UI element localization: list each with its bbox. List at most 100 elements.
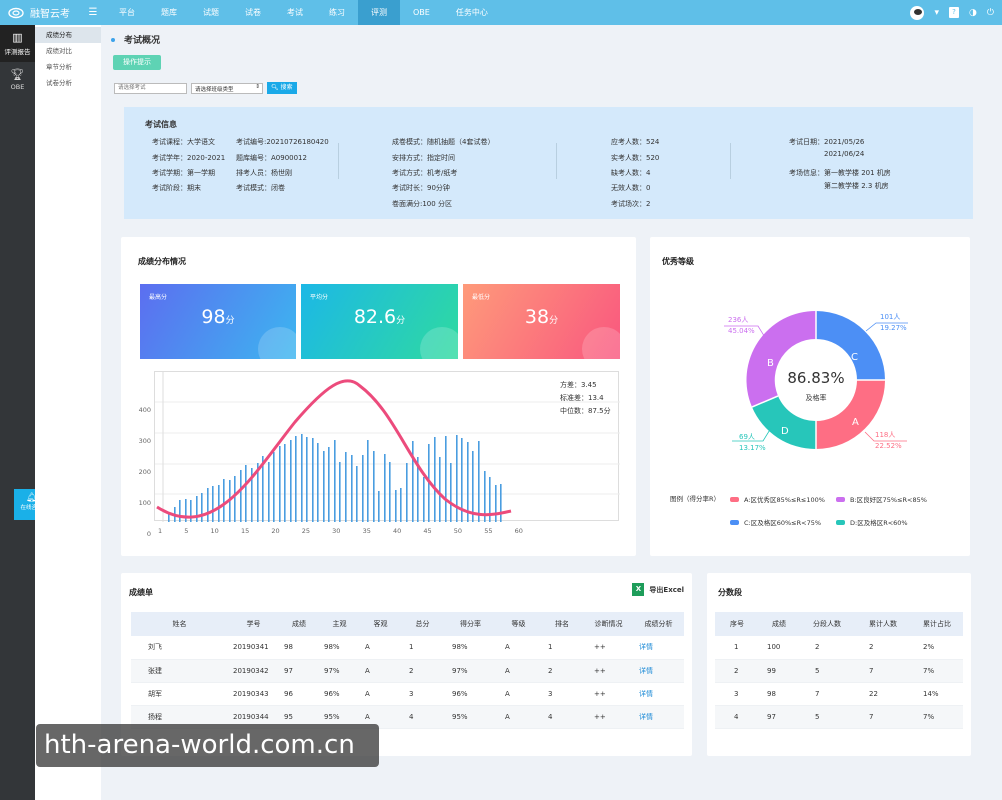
cell: ++ (584, 636, 633, 660)
class-type-select[interactable]: 请选择班级类型 ⇕ (191, 82, 263, 94)
donut-label-c: C (851, 352, 858, 363)
nav-obe[interactable]: OBE (413, 8, 430, 17)
min-score-unit: 分 (549, 316, 559, 326)
nav-evaluation[interactable]: 评测 (358, 0, 400, 25)
cell: A (497, 682, 540, 706)
histogram-bar (262, 456, 264, 522)
legend-item-c: C:区及格区60%≤R<75% (730, 517, 821, 527)
help-icon[interactable]: ? (949, 7, 960, 18)
details-link[interactable]: 详情 (633, 636, 684, 660)
submenu-item-compare[interactable]: 成绩对比 (46, 47, 72, 55)
cell: 97% (444, 659, 497, 683)
donut-label-a: A (852, 417, 859, 428)
table-header-row: 姓名 学号 成绩 主观 客观 总分 得分率 等级 排名 诊断情况 成绩分析 (131, 612, 684, 636)
sidebar: ▥ 评测报告 🏆︎ OBE (0, 25, 35, 800)
callout-d-pct: 13.17% (739, 444, 766, 452)
table-row: 1 100 2 2 2% (715, 636, 963, 660)
class-type-select-value: 请选择班级类型 (195, 86, 234, 93)
histogram-bar (207, 488, 209, 522)
donut-slice-a (816, 380, 885, 449)
cell: 100 (759, 636, 799, 660)
info-divider (730, 143, 731, 179)
callout-c: 101人 19.27% (880, 312, 907, 334)
leader-line-c (865, 322, 908, 332)
exam-search-input[interactable] (114, 82, 187, 94)
callout-a-count: 118人 (875, 431, 896, 439)
main-content: 考试概况 操作提示 请选择班级类型 ⇕ 🔍︎ 搜索 考试信息 考试课程：大学语文 … (101, 25, 1002, 800)
nav-exams[interactable]: 考试 (287, 8, 303, 17)
nav-platform[interactable]: 平台 (119, 8, 135, 17)
col-score: 成绩 (759, 612, 799, 636)
cell: 2 (715, 659, 759, 683)
nav-papers[interactable]: 试卷 (245, 8, 261, 17)
select-arrows-icon: ⇕ (255, 83, 260, 90)
legend-text: A:区优秀区85%≤R≤100% (744, 496, 825, 504)
histogram-bar (384, 454, 386, 522)
col-name: 姓名 (131, 612, 228, 636)
callout-d-count: 69人 (739, 433, 755, 441)
search-row: 请选择班级类型 ⇕ 🔍︎ 搜索 (114, 82, 297, 94)
nav-question-bank[interactable]: 题库 (161, 8, 177, 17)
info-scheduler: 排考人员：杨世刚 (236, 169, 292, 177)
submenu-item-paper[interactable]: 试卷分析 (46, 79, 72, 87)
nav-task-center[interactable]: 任务中心 (455, 8, 488, 17)
cell: A (497, 705, 540, 729)
histogram-bar (362, 455, 364, 522)
help-button[interactable]: 操作提示 (113, 55, 161, 70)
x-tick: 10 (210, 527, 219, 535)
cell: 97 (759, 705, 799, 729)
watermark-banner: hth-arena-world.com.cn (36, 724, 379, 767)
histogram-bar (279, 446, 281, 522)
search-icon: 🔍︎ (271, 84, 279, 91)
export-excel-button[interactable]: X 导出Excel (632, 583, 684, 596)
histogram-bar (334, 440, 336, 522)
cell: 98% (319, 636, 360, 660)
cell: 张建 (131, 659, 228, 683)
search-button[interactable]: 🔍︎ 搜索 (267, 82, 297, 94)
chevron-down-icon[interactable]: ▾ (934, 7, 940, 18)
col-cumulative-pct: 累计占比 (911, 612, 963, 636)
app-logo[interactable]: 融智云考 (0, 5, 80, 20)
histogram-bar (417, 457, 419, 522)
histogram-bar (439, 457, 441, 522)
info-date-2: 2021/06/24 (824, 150, 865, 158)
histogram-bar (168, 512, 170, 522)
histogram-bar (484, 471, 486, 522)
info-year: 考试学年：2020-2021 (152, 154, 226, 162)
histogram-bar (257, 463, 259, 522)
legend-item-d: D:区及格区R<60% (836, 517, 908, 527)
table-row: 4 97 5 7 7% (715, 705, 963, 729)
submenu-item-distribution[interactable]: 成绩分布 (35, 27, 101, 43)
page-title: 考试概况 (111, 33, 160, 46)
y-tick: 300 (138, 437, 151, 445)
histogram-bar (185, 499, 187, 522)
palette-icon[interactable]: ◑ (969, 7, 977, 18)
info-divider (556, 143, 557, 179)
details-link[interactable]: 详情 (633, 682, 684, 706)
menu-toggle-icon[interactable]: ☰ (88, 7, 98, 18)
cell: 4 (401, 705, 444, 729)
callout-b-count: 236人 (728, 316, 749, 324)
cell: 1 (715, 636, 759, 660)
score-sheet-title: 成绩单 (129, 588, 153, 597)
sidebar-item-report[interactable]: ▥ 评测报告 (0, 25, 35, 62)
histogram-bar (179, 500, 181, 522)
details-link[interactable]: 详情 (633, 705, 684, 729)
nav-practice[interactable]: 练习 (329, 8, 345, 17)
legend-swatch (836, 519, 845, 525)
cell: 3 (401, 682, 444, 706)
details-link[interactable]: 详情 (633, 659, 684, 683)
avatar[interactable] (910, 5, 925, 20)
max-score-number: 98 (201, 306, 226, 328)
power-icon[interactable]: ⏻ (986, 7, 994, 18)
cell: 4 (540, 705, 584, 729)
callout-d: 69人 13.17% (739, 432, 766, 454)
sidebar-item-obe[interactable]: 🏆︎ OBE (0, 62, 35, 97)
submenu-item-chapter[interactable]: 章节分析 (46, 63, 72, 71)
nav-questions[interactable]: 试题 (203, 8, 219, 17)
histogram-bar (406, 463, 408, 522)
histogram-bar (234, 476, 236, 522)
col-segment-count: 分段人数 (799, 612, 855, 636)
trophy-icon: 🏆︎ (10, 68, 25, 81)
submenu: 成绩分布 成绩对比 章节分析 试卷分析 (35, 25, 101, 800)
